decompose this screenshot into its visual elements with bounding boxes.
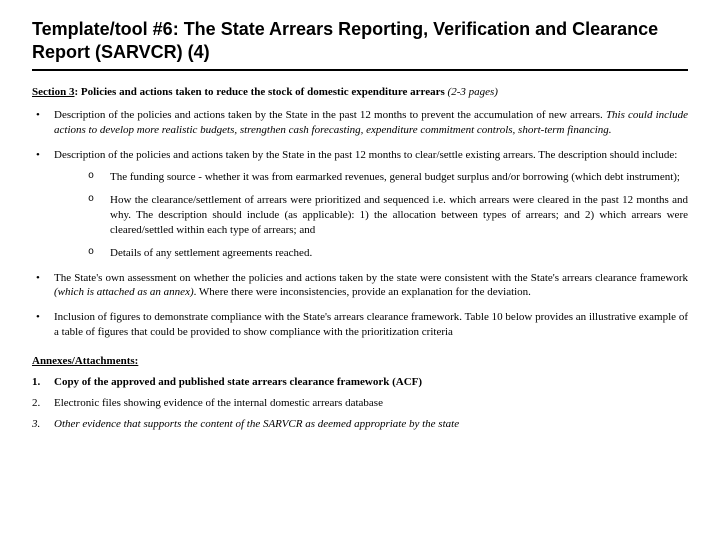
bullet-item: The State's own assessment on whether th… xyxy=(32,271,688,301)
annex-text: Other evidence that supports the content… xyxy=(54,418,459,430)
annex-text: Copy of the approved and published state… xyxy=(54,376,422,388)
bullet-tail: . Where there were inconsistencies, prov… xyxy=(194,286,531,298)
bullet-text: Description of the policies and actions … xyxy=(54,109,606,121)
bullet-item: Description of the policies and actions … xyxy=(32,108,688,138)
title-underline xyxy=(32,69,688,71)
annex-item: 1. Copy of the approved and published st… xyxy=(32,375,688,390)
bullet-item: Inclusion of figures to demonstrate comp… xyxy=(32,310,688,340)
sub-list: The funding source - whether it was from… xyxy=(54,170,688,260)
bullet-list: Description of the policies and actions … xyxy=(32,108,688,340)
section3-rest: : Policies and actions taken to reduce t… xyxy=(74,86,444,98)
section3-label: Section 3 xyxy=(32,86,74,98)
annex-heading: Annexes/Attachments: xyxy=(32,354,688,369)
section3-heading: Section 3: Policies and actions taken to… xyxy=(32,85,688,100)
sub-item: Details of any settlement agreements rea… xyxy=(84,246,688,261)
sub-item: How the clearance/settlement of arrears … xyxy=(84,193,688,238)
bullet-italic: (which is attached as an annex) xyxy=(54,286,194,298)
annex-text: Electronic files showing evidence of the… xyxy=(54,397,383,409)
annex-num: 2. xyxy=(32,396,40,411)
section3-note: (2-3 pages) xyxy=(445,86,498,98)
bullet-text: Description of the policies and actions … xyxy=(54,149,677,161)
sub-item: The funding source - whether it was from… xyxy=(84,170,688,185)
annex-list: 1. Copy of the approved and published st… xyxy=(32,375,688,432)
annex-item: 2. Electronic files showing evidence of … xyxy=(32,396,688,411)
page-title: Template/tool #6: The State Arrears Repo… xyxy=(32,18,688,63)
bullet-item: Description of the policies and actions … xyxy=(32,148,688,261)
annex-num: 3. xyxy=(32,417,40,432)
annex-item: 3. Other evidence that supports the cont… xyxy=(32,417,688,432)
bullet-text: The State's own assessment on whether th… xyxy=(54,272,688,284)
annex-num: 1. xyxy=(32,375,40,390)
